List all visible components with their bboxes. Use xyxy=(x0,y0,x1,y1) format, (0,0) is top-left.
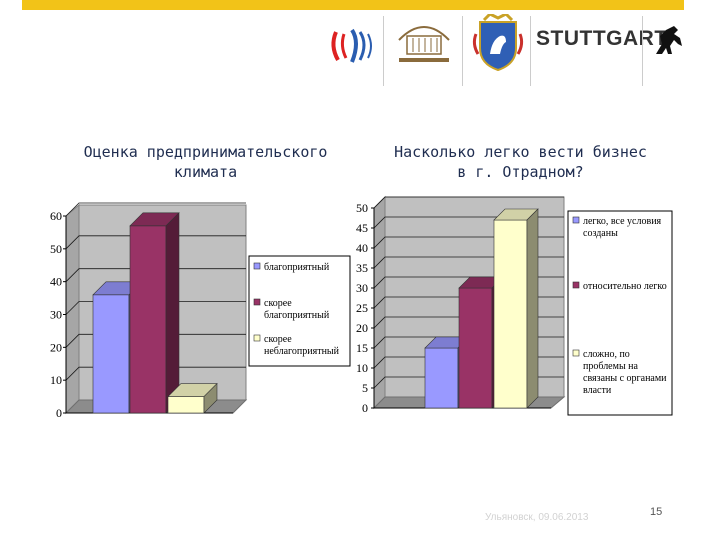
chart2-legend-swatch-2 xyxy=(572,281,580,289)
top-accent-bar xyxy=(22,0,684,10)
samara-coat-of-arms-icon xyxy=(472,14,524,72)
page-number: 15 xyxy=(650,506,663,518)
chart2-legend-label-1: легко, все условия созданы xyxy=(583,216,662,239)
chart1-gridline xyxy=(65,301,246,315)
chart2-legend-label-3: сложно, по проблемы на связаны с органами в… xyxy=(583,349,667,396)
chart1-ytick-label: 50 xyxy=(50,242,62,256)
chart2-ytick-label: 0 xyxy=(362,401,368,415)
chart2-legend-box xyxy=(567,210,673,416)
chart1-gridline xyxy=(65,268,246,282)
chart2-legend-swatch-1 xyxy=(572,216,580,224)
chart1-legend-box xyxy=(248,255,351,367)
chart2-ytick-label: 45 xyxy=(356,221,368,235)
chart1-ytick-label: 20 xyxy=(50,340,62,354)
chart1-title: Оценка предпринимательского климата xyxy=(83,143,328,181)
chart1-ytick-label: 30 xyxy=(50,308,62,322)
chart1-legend-label-1: благоприятный xyxy=(264,262,330,273)
chart2-ytick-label: 30 xyxy=(356,281,368,295)
chart1-legend-label-3: скорее неблагоприятный xyxy=(264,334,340,357)
chart2-ytick-label: 15 xyxy=(356,341,368,355)
chart1-ytick-label: 60 xyxy=(50,209,62,223)
chart2-bar-3 xyxy=(493,219,528,409)
chart1-ytick-label: 40 xyxy=(50,275,62,289)
chart2-legend-swatch-3 xyxy=(572,349,580,357)
academy-logo-icon xyxy=(398,26,450,62)
chart1-gridline xyxy=(65,333,246,348)
chart1-ytick-label: 0 xyxy=(56,406,62,420)
chart2-ytick-label: 25 xyxy=(356,301,368,315)
chart2-ytick-label: 10 xyxy=(356,361,368,375)
logo-strip: STUTTGART xyxy=(0,0,720,100)
chart2-bar-side-3 xyxy=(526,208,539,409)
chart2-ytick-label: 20 xyxy=(356,321,368,335)
chart1-bar-1 xyxy=(92,294,130,414)
chart2-bar-2 xyxy=(458,287,493,409)
chart2-ytick-label: 35 xyxy=(356,261,368,275)
chart1-bar-side-3 xyxy=(203,382,218,414)
chart2-bar-1 xyxy=(424,347,459,409)
chart2-ytick-label: 50 xyxy=(356,201,368,215)
chart1-legend-swatch-2 xyxy=(253,298,261,306)
stuttgart-horse-icon xyxy=(656,26,682,54)
footer-text: Ульяновск, 09.06.2013 xyxy=(485,512,589,523)
chart1-gridline xyxy=(65,202,246,217)
chart1-gridline xyxy=(65,235,246,250)
chart1-legend-label-2: скорее благоприятный xyxy=(264,298,330,321)
chart2-ytick-label: 40 xyxy=(356,241,368,255)
chart2-legend-label-2: относительно легко xyxy=(583,281,667,292)
chart1-ytick-label: 10 xyxy=(50,373,62,387)
chart2-gridline xyxy=(373,196,564,209)
chart1-gridline xyxy=(65,366,246,381)
chart2-ytick-label: 5 xyxy=(362,381,368,395)
chart2-title: Насколько легко вести бизнес в г. Отрадн… xyxy=(394,143,647,181)
wave-logo-icon xyxy=(331,28,372,63)
chart1-bar-2 xyxy=(129,225,167,414)
stuttgart-logo-text: STUTTGART xyxy=(536,27,668,50)
chart1-legend-swatch-1 xyxy=(253,262,261,270)
chart1-legend-swatch-3 xyxy=(253,334,261,342)
